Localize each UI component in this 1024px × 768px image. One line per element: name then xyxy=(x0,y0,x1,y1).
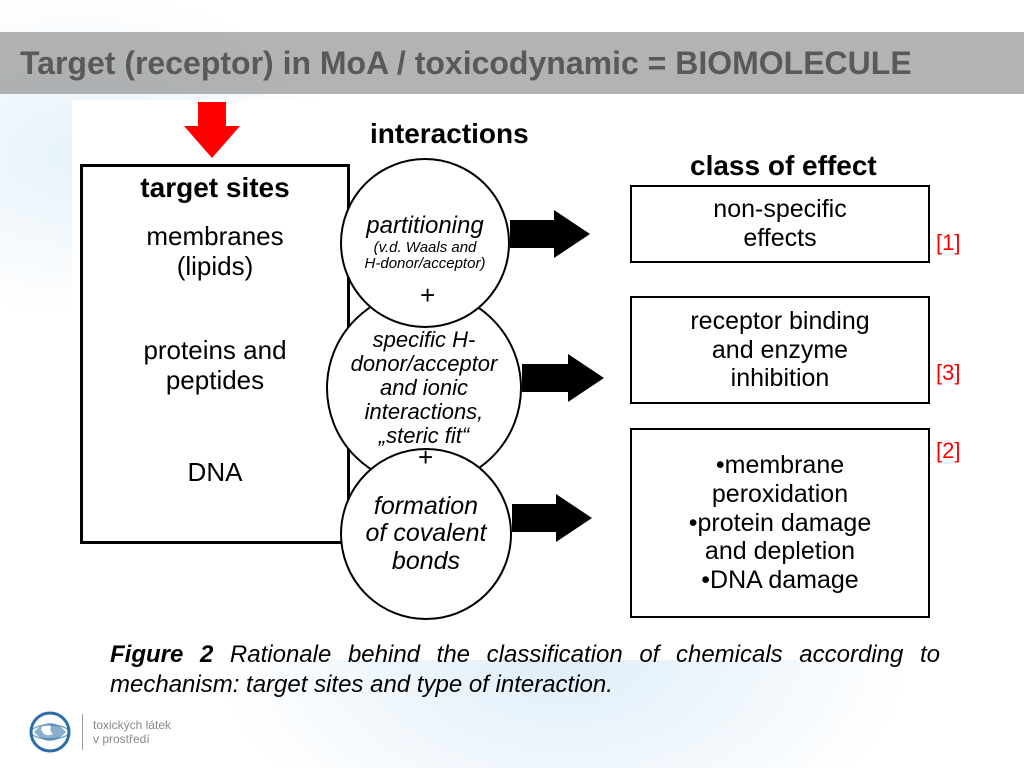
footer-logo-area: toxických látek v prostředí xyxy=(28,710,171,754)
footer-line1: toxických látek xyxy=(93,718,171,732)
ref-2: [3] xyxy=(936,360,960,386)
figure-caption: Figure 2 Rationale behind the classifica… xyxy=(110,640,940,700)
plus-1: + xyxy=(420,280,435,311)
plus-2: + xyxy=(418,442,433,473)
slide-title: Target (receptor) in MoA / toxicodynamic… xyxy=(0,45,912,82)
circle1-sub: (v.d. Waals and H-donor/acceptor) xyxy=(365,240,486,273)
effect3-a: •membrane peroxidation xyxy=(712,451,848,509)
target-proteins: proteins and peptides xyxy=(80,336,350,396)
footer-divider xyxy=(82,714,83,750)
effect3-b: •protein damage and depletion xyxy=(689,509,871,567)
header-interactions: interactions xyxy=(370,118,529,150)
header-class-of-effect: class of effect xyxy=(690,150,877,182)
title-bar: Target (receptor) in MoA / toxicodynamic… xyxy=(0,32,1024,94)
effect3-c: •DNA damage xyxy=(701,566,858,595)
globe-icon xyxy=(28,710,72,754)
footer-line2: v prostředí xyxy=(93,732,171,746)
effect-box-1: non-specific effects xyxy=(630,185,930,263)
footer-text: toxických látek v prostředí xyxy=(93,718,171,747)
arrow-icon-2 xyxy=(522,354,604,407)
arrow-icon-3 xyxy=(512,494,592,547)
caption-text: Rationale behind the classification of c… xyxy=(110,641,940,698)
circle1-main: partitioning xyxy=(366,213,483,239)
caption-label: Figure 2 xyxy=(110,641,213,668)
effect-box-2: receptor binding and enzyme inhibition xyxy=(630,296,930,404)
ref-1: [1] xyxy=(936,230,960,256)
ref-3: [2] xyxy=(936,438,960,464)
effect-box-3: •membrane peroxidation •protein damage a… xyxy=(630,428,930,618)
arrow-icon-1 xyxy=(510,210,590,263)
target-sites-title: target sites xyxy=(80,172,350,204)
target-membranes: membranes (lipids) xyxy=(80,222,350,282)
red-down-arrow-icon xyxy=(182,100,242,160)
interaction-circle-3: formation of covalent bonds xyxy=(340,448,512,620)
target-dna: DNA xyxy=(80,458,350,488)
